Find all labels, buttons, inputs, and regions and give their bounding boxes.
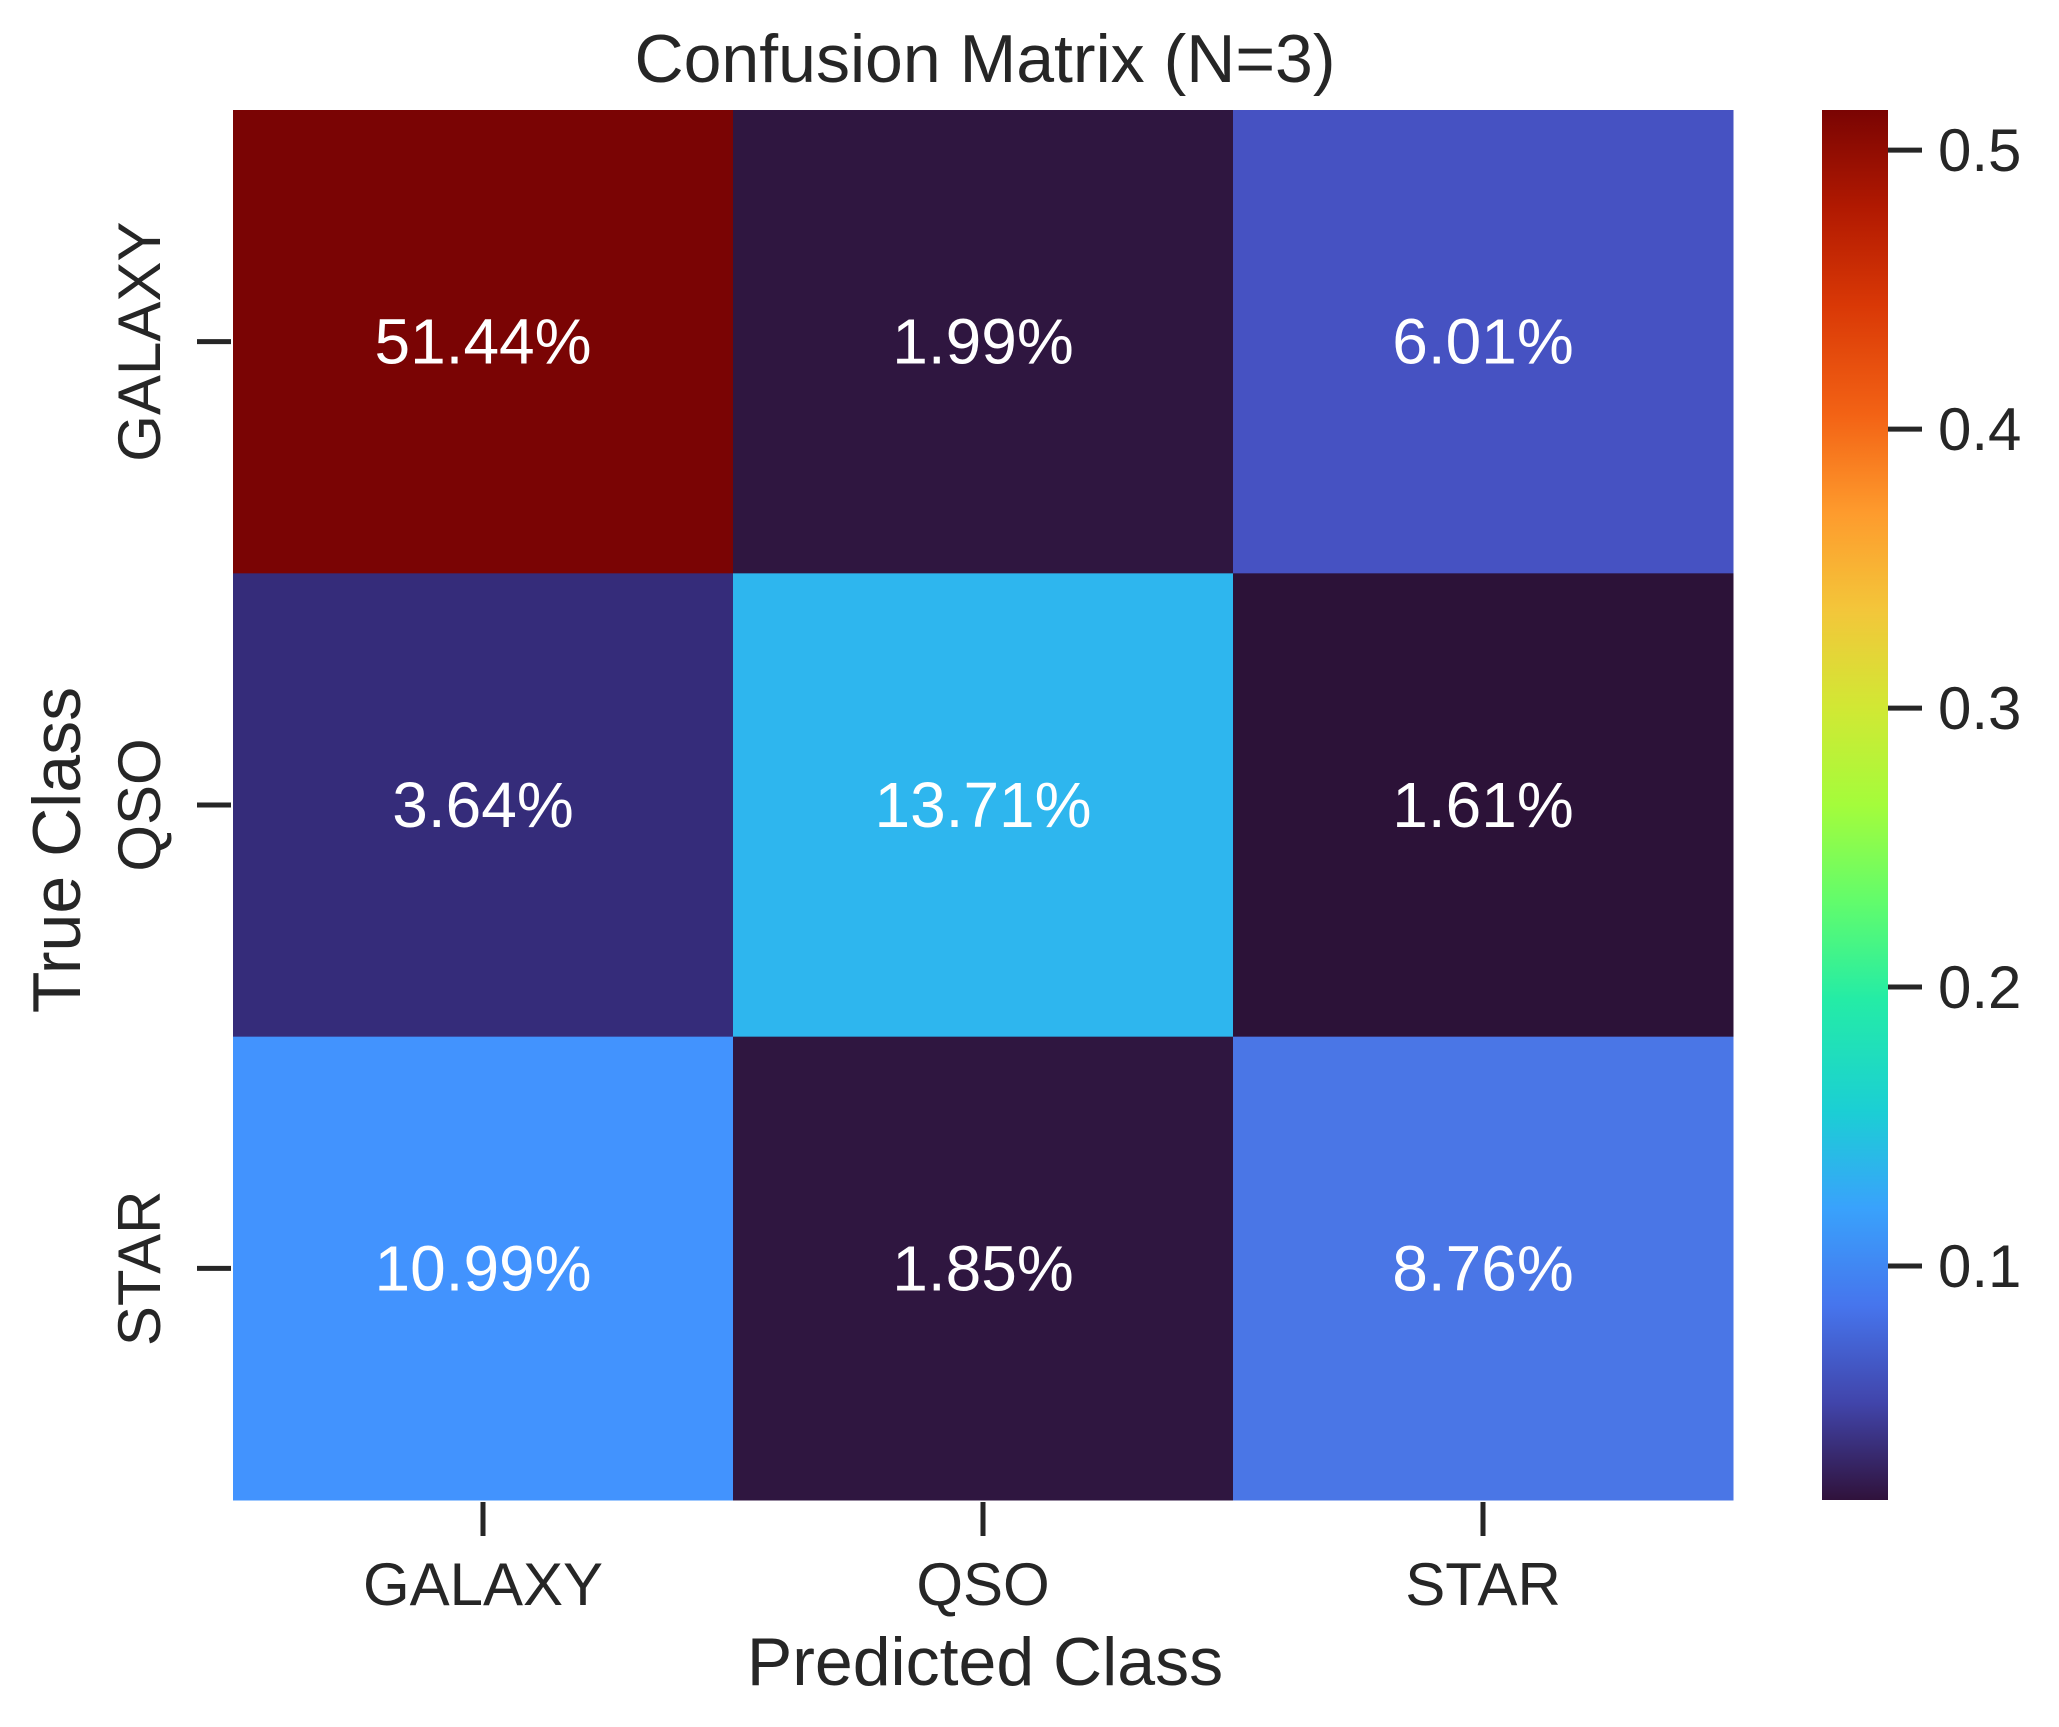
y-axis-label: True Class — [19, 687, 95, 1013]
heatmap-cells: 51.44% 1.99% 6.01% 3.64% 13.71% 1.61% 10.99% 1.… — [233, 110, 1734, 1501]
heatmap-cell — [1233, 110, 1734, 574]
heatmap-cell — [233, 573, 734, 1038]
colorbar-tick-label: 0.1 — [1938, 1233, 2021, 1300]
cell-value-label: 8.76% — [1392, 1232, 1573, 1304]
heatmap-cell — [233, 1036, 734, 1501]
y-axis-ticks: GALAXY QSO STAR — [106, 222, 231, 1347]
colorbar-tick-label: 0.5 — [1938, 117, 2021, 184]
cell-value-label: 1.85% — [892, 1232, 1073, 1304]
cell-value-label: 13.71% — [874, 769, 1091, 841]
cell-value-label: 1.99% — [892, 306, 1073, 378]
y-tick-label: STAR — [106, 1191, 173, 1347]
colorbar-tick-label: 0.2 — [1938, 954, 2021, 1021]
x-axis-ticks: GALAXY QSO STAR — [363, 1502, 1561, 1618]
y-tick-label: GALAXY — [106, 222, 173, 462]
colorbar-ticks: 0.1 0.2 0.3 0.4 0.5 — [1888, 117, 2021, 1300]
x-tick-label: STAR — [1405, 1551, 1561, 1618]
x-tick-label: GALAXY — [363, 1551, 603, 1618]
cell-value-label: 51.44% — [374, 306, 591, 378]
colorbar — [1822, 110, 1888, 1500]
cell-value-label: 10.99% — [374, 1232, 591, 1304]
heatmap-cell — [733, 110, 1234, 574]
heatmap-cell — [233, 110, 734, 574]
cell-value-label: 1.61% — [1392, 769, 1573, 841]
cell-value-label: 6.01% — [1392, 306, 1573, 378]
heatmap-cell — [733, 1036, 1234, 1501]
y-tick-label: QSO — [106, 738, 173, 871]
colorbar-tick-label: 0.4 — [1938, 396, 2021, 463]
colorbar-tick-label: 0.3 — [1938, 675, 2021, 742]
x-tick-label: QSO — [916, 1551, 1049, 1618]
x-axis-label: Predicted Class — [747, 1624, 1223, 1700]
heatmap-cell — [733, 573, 1234, 1038]
chart-title: Confusion Matrix (N=3) — [634, 21, 1335, 97]
heatmap-cell — [1233, 573, 1734, 1038]
cell-value-label: 3.64% — [392, 769, 573, 841]
heatmap-cell — [1233, 1036, 1734, 1501]
